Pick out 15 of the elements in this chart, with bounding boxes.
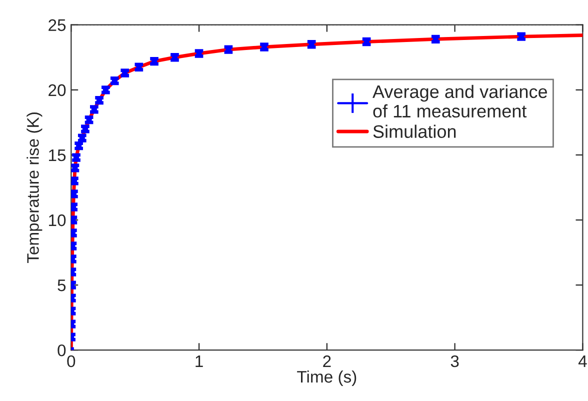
x-tick-label: 4 — [578, 356, 587, 368]
y-tick-label: 5 — [58, 280, 66, 292]
x-tick-label: 2 — [323, 355, 331, 368]
x-tick-label: 1 — [196, 356, 203, 368]
y-tick-label: 25 — [48, 19, 66, 32]
legend-label: Simulation — [373, 124, 456, 138]
legend-label: Average and variance of 11 measurement — [372, 84, 548, 118]
y-tick-label: 10 — [49, 214, 66, 226]
x-axis-title: Time (s) — [297, 370, 356, 386]
y-tick-label: 15 — [49, 150, 66, 162]
x-tick-label: 3 — [450, 355, 459, 368]
x-tick-label: 0 — [67, 355, 76, 368]
y-axis-title: Temperature rise (K) — [26, 112, 42, 264]
y-tick-label: 20 — [48, 84, 66, 96]
y-tick-label: 0 — [58, 344, 66, 356]
